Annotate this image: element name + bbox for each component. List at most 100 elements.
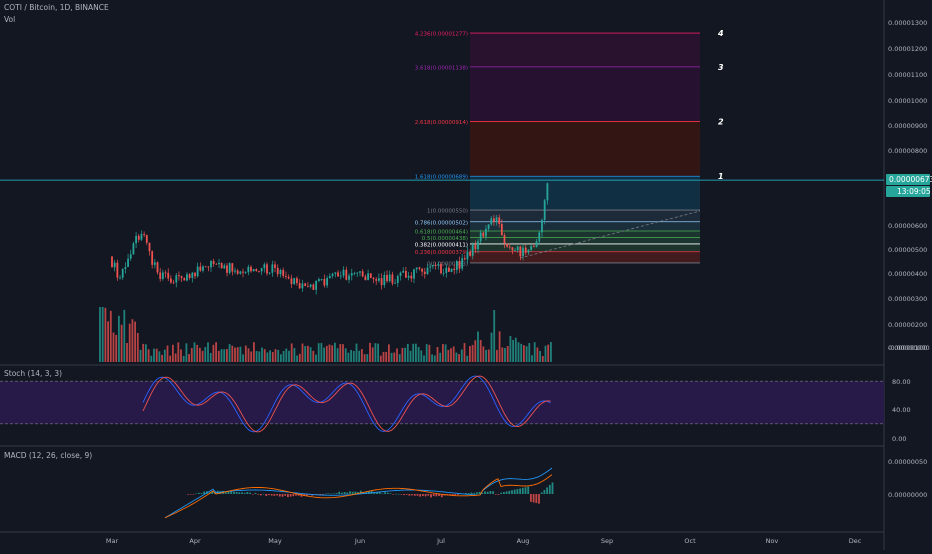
- price-axis-label: 0.00000200: [888, 321, 927, 329]
- macd-histogram-bar: [281, 494, 284, 497]
- macd-histogram-bar: [470, 492, 473, 494]
- candle-body: [191, 272, 194, 278]
- candle-body: [111, 256, 113, 268]
- candle-body: [334, 272, 337, 274]
- candle-body: [210, 261, 212, 268]
- candle-body: [527, 249, 530, 253]
- volume-bar: [520, 343, 523, 362]
- macd-histogram-bar: [521, 487, 524, 494]
- candle-body: [434, 265, 437, 266]
- macd-histogram-bar: [395, 493, 397, 495]
- candle-body: [383, 274, 386, 286]
- volume-bar: [460, 349, 463, 362]
- candle-body: [255, 269, 258, 272]
- volume-bar: [139, 349, 142, 362]
- candle-body: [326, 278, 328, 286]
- volume-bar: [309, 347, 312, 362]
- candle-body: [188, 274, 191, 278]
- macd-histogram-bar: [422, 494, 424, 497]
- fib-zone: [470, 243, 700, 252]
- time-axis-label: Oct: [684, 537, 696, 545]
- candle-body: [215, 263, 218, 265]
- candle-body: [296, 278, 298, 284]
- volume-bar: [123, 309, 126, 362]
- candle-body: [353, 273, 356, 275]
- macd-histogram-bar: [289, 494, 292, 497]
- macd-pane[interactable]: [164, 467, 554, 519]
- candle-body: [418, 267, 421, 269]
- macd-histogram-bar: [376, 492, 378, 494]
- time-axis-label: Sep: [601, 537, 613, 545]
- fib-level-label: 1.618(0.00000689): [415, 175, 468, 181]
- macd-histogram-bar: [378, 491, 381, 494]
- candle-body: [469, 251, 471, 256]
- macd-histogram-bar: [503, 492, 505, 494]
- candle-body: [231, 263, 234, 272]
- candle-body: [442, 272, 445, 274]
- fib-level-label: 0.786(0.00000502): [415, 220, 468, 226]
- volume-bar: [290, 343, 293, 362]
- volume-bar: [298, 353, 301, 362]
- volume-bar: [193, 342, 196, 362]
- price-axis-label: 0.00000100: [888, 344, 927, 352]
- volume-bar: [433, 355, 436, 362]
- volume-bar: [220, 349, 223, 362]
- macd-histogram-bar: [265, 494, 268, 497]
- macd-label[interactable]: MACD (12, 26, close, 9): [4, 451, 93, 460]
- stoch-label[interactable]: Stoch (14, 3, 3): [4, 369, 63, 378]
- macd-histogram-bar: [473, 492, 476, 494]
- volume-bar: [120, 324, 123, 362]
- candle-body: [199, 266, 202, 271]
- fib-level-label: 4.236(0.00001277): [415, 32, 468, 38]
- macd-histogram-bar: [516, 489, 519, 494]
- fib-zone: [470, 221, 700, 232]
- price-pane[interactable]: [111, 182, 549, 295]
- volume-bar: [336, 348, 339, 362]
- volume-bar: [382, 351, 385, 362]
- candle-body: [247, 266, 250, 273]
- volume-bar: [463, 343, 466, 362]
- volume-bar: [363, 354, 366, 362]
- candle-body: [429, 266, 432, 268]
- volume-bar: [401, 347, 404, 362]
- volume-bar: [479, 339, 482, 362]
- symbol-title[interactable]: COTI / Bitcoin, 1D, BINANCE: [4, 3, 109, 12]
- macd-histogram-bar: [492, 491, 494, 494]
- volume-bar: [201, 350, 204, 362]
- candle-body: [331, 273, 334, 277]
- fib-level-label: 0.236(0.00000379): [415, 250, 468, 256]
- fib-level-label: 3.618(0.00001138): [415, 65, 468, 71]
- volume-bar: [204, 347, 207, 362]
- volume-label[interactable]: Vol: [4, 15, 16, 24]
- candle-body: [159, 272, 162, 280]
- candle-body: [204, 266, 207, 268]
- target-label: 1: [718, 172, 724, 181]
- candle-body: [399, 272, 402, 276]
- macd-histogram-bar: [327, 493, 330, 495]
- macd-axis-label: 0.00000050: [888, 458, 927, 466]
- volume-bar: [323, 347, 325, 362]
- candle-body: [170, 278, 172, 283]
- volume-bar: [104, 307, 107, 362]
- stoch-axis-label: 80.00: [892, 378, 911, 386]
- macd-histogram-bar: [451, 494, 454, 495]
- macd-histogram-bar: [524, 487, 527, 494]
- volume-bar: [215, 342, 217, 362]
- candle-body: [323, 279, 326, 286]
- stochastic-pane[interactable]: [0, 375, 884, 433]
- macd-histogram-bar: [467, 493, 470, 494]
- candle-body: [503, 235, 506, 244]
- volume-bar: [352, 351, 355, 362]
- volume-bar: [369, 342, 371, 362]
- volume-bar: [342, 344, 344, 362]
- volume-bar: [514, 337, 517, 362]
- candle-body: [532, 246, 535, 248]
- candle-body: [258, 271, 260, 272]
- macd-histogram-bar: [381, 493, 384, 495]
- fibonacci-extension[interactable]: 0(0.00000333) 0.236(0.00000379) 0.382(0.00…: [0, 29, 884, 267]
- candle-body: [458, 261, 461, 269]
- volume-bar: [101, 307, 104, 362]
- macd-histogram-bar: [227, 490, 230, 494]
- volume-bar: [361, 349, 363, 362]
